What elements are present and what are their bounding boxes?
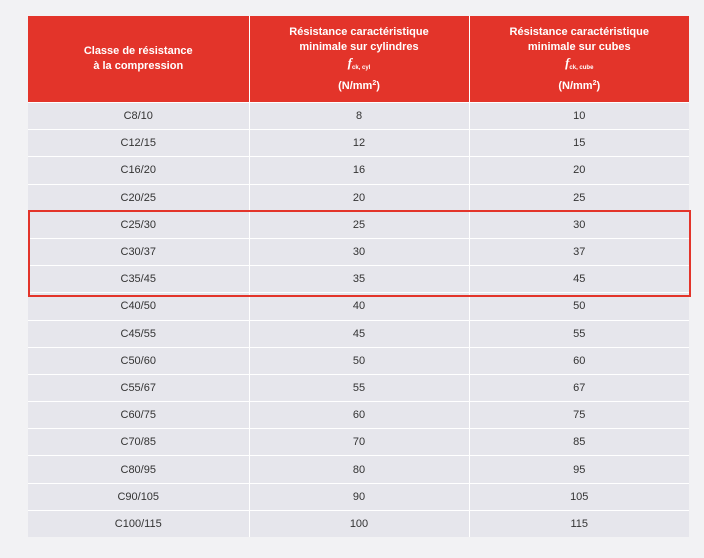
table-body: C8/10 8 10 C12/15 12 15 C16/20 16 20 C20/25 20 2… <box>28 101 689 537</box>
table-row: C50/60 50 60 <box>28 346 689 375</box>
class-cell: C90/105 <box>28 482 249 511</box>
cylinder-cell: 30 <box>248 237 469 266</box>
class-cell: C50/60 <box>28 346 249 375</box>
table-row: C20/25 20 25 <box>28 183 689 212</box>
class-cell: C45/55 <box>28 319 249 348</box>
table-row: C90/105 90 105 <box>28 482 689 511</box>
cube-cell: 20 <box>468 156 689 185</box>
cube-cell: 67 <box>468 373 689 402</box>
cube-cell: 115 <box>468 509 689 537</box>
cube-cell: 75 <box>468 401 689 429</box>
class-cell: C8/10 <box>28 101 249 130</box>
header-cylinder-subscript: ck, cyl <box>351 64 371 71</box>
cube-cell: 55 <box>468 319 689 348</box>
header-cylinder-symbol: f <box>347 54 352 70</box>
table-row: C70/85 70 85 <box>28 428 689 456</box>
table-row: C35/45 35 45 <box>28 265 689 293</box>
table-row: C60/75 60 75 <box>28 401 689 429</box>
cube-cell: 85 <box>468 428 689 456</box>
header-cube-symbol: f <box>565 54 570 70</box>
header-cylinder-line2: minimale sur cylindres <box>299 40 419 53</box>
table-row: C8/10 8 10 <box>28 101 689 130</box>
table-row: C100/115 100 115 <box>28 509 689 537</box>
cylinder-cell: 70 <box>248 428 469 456</box>
class-cell: C25/30 <box>28 210 249 239</box>
cylinder-cell: 20 <box>248 183 469 212</box>
header-class-line2: à la compression <box>93 60 184 72</box>
strength-class-table: Classe de résistance à la compression Ré… <box>28 16 689 537</box>
class-cell: C30/37 <box>28 237 249 266</box>
class-cell: C12/15 <box>28 129 249 157</box>
cube-cell: 15 <box>468 129 689 157</box>
class-cell: C80/95 <box>28 455 249 484</box>
strength-class-table-container: Classe de résistance à la compression Ré… <box>28 16 691 543</box>
header-cube-line2: minimale sur cubes <box>527 40 631 53</box>
cylinder-cell: 8 <box>248 101 469 130</box>
header-cube: Résistance caractéristique minimale sur … <box>468 16 689 103</box>
cube-cell: 10 <box>468 101 689 130</box>
table-row: C55/67 55 67 <box>28 373 689 402</box>
class-cell: C35/45 <box>28 265 249 293</box>
cylinder-cell: 40 <box>248 292 469 320</box>
cylinder-cell: 55 <box>248 373 469 402</box>
class-cell: C60/75 <box>28 401 249 429</box>
table-row: C25/30 25 30 <box>28 210 689 239</box>
class-cell: C40/50 <box>28 292 249 320</box>
cylinder-cell: 16 <box>248 156 469 185</box>
header-cylinder-unit: (N/mm2) <box>338 79 380 92</box>
cube-cell: 105 <box>468 482 689 511</box>
cube-cell: 95 <box>468 455 689 484</box>
table-row: C12/15 12 15 <box>28 129 689 157</box>
cylinder-cell: 60 <box>248 401 469 429</box>
cylinder-cell: 12 <box>248 129 469 157</box>
header-cube-unit: (N/mm2) <box>558 79 601 92</box>
class-cell: C16/20 <box>28 156 249 185</box>
header-cylinder: Résistance caractéristique minimale sur … <box>248 16 469 103</box>
cylinder-cell: 45 <box>248 319 469 348</box>
cube-cell: 37 <box>468 237 689 266</box>
cube-cell: 60 <box>468 346 689 375</box>
table-row: C45/55 45 55 <box>28 319 689 348</box>
class-cell: C70/85 <box>28 428 249 456</box>
cylinder-cell: 25 <box>248 210 469 239</box>
cube-cell: 30 <box>468 210 689 239</box>
cylinder-cell: 80 <box>248 455 469 484</box>
table-row: C40/50 40 50 <box>28 292 689 320</box>
header-cube-subscript: ck, cube <box>569 64 594 71</box>
cube-cell: 25 <box>468 183 689 212</box>
cube-cell: 45 <box>468 265 689 293</box>
table-row: C16/20 16 20 <box>28 156 689 185</box>
table-row: C30/37 30 37 <box>28 237 689 266</box>
header-cylinder-line1: Résistance caractéristique <box>289 25 429 38</box>
cylinder-cell: 90 <box>248 482 469 511</box>
cube-cell: 50 <box>468 292 689 320</box>
table-row: C80/95 80 95 <box>28 455 689 484</box>
header-class-line1: Classe de résistance <box>83 45 193 57</box>
table-header: Classe de résistance à la compression Ré… <box>28 16 689 103</box>
class-cell: C20/25 <box>28 183 249 212</box>
cylinder-cell: 50 <box>248 346 469 375</box>
header-class: Classe de résistance à la compression <box>28 16 249 103</box>
class-cell: C100/115 <box>28 509 249 537</box>
cylinder-cell: 100 <box>248 509 469 537</box>
class-cell: C55/67 <box>28 373 249 402</box>
cylinder-cell: 35 <box>248 265 469 293</box>
header-cube-line1: Résistance caractéristique <box>509 25 649 38</box>
